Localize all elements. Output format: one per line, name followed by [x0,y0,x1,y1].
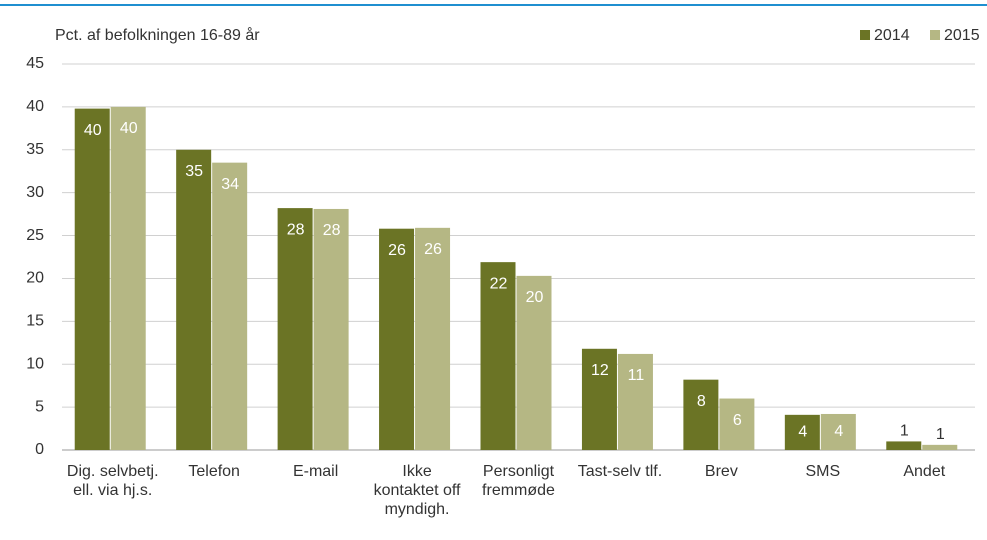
x-tick-label: Dig. selvbetj. ell. via hj.s. [66,463,159,499]
bar [415,227,451,450]
value-label: 26 [424,241,442,258]
x-tick-label: SMS [805,463,841,480]
value-label: 4 [798,424,807,441]
value-label: 1 [936,426,945,443]
bar [74,108,110,451]
legend-swatch [860,30,870,40]
value-label: 26 [388,242,406,259]
bar [581,348,617,450]
bar [176,149,212,450]
y-tick-label: 10 [26,355,44,372]
x-tick-label: Telefon [188,463,240,480]
x-tick-label: Personligt fremmøde [482,463,555,499]
value-label: 28 [323,222,341,239]
value-label: 12 [591,362,609,379]
x-tick-label: Tast-selv tlf. [577,463,663,480]
bar [379,228,415,450]
x-tick-label: Brev [704,463,738,480]
value-label: 35 [185,163,203,180]
legend-label: 2015 [944,27,980,44]
bar [784,414,820,450]
chart-title: Pct. af befolkningen 16-89 år [55,26,260,44]
y-tick-label: 25 [26,227,44,244]
y-tick-label: 5 [35,398,44,415]
value-label: 22 [490,275,508,292]
y-tick-label: 45 [26,55,44,72]
x-tick-label: Andet [903,463,946,480]
bar [277,208,313,450]
bar [617,353,653,450]
value-label: 28 [287,221,305,238]
y-tick-label: 40 [26,98,44,115]
value-label: 1 [900,423,909,440]
bar [820,413,856,450]
bar [719,398,755,450]
bar [886,441,922,450]
value-label: 40 [120,120,138,137]
bar [212,162,248,450]
y-tick-label: 15 [26,313,44,330]
legend-label: 2014 [874,27,910,44]
bar [110,106,146,450]
y-tick-label: 20 [26,270,44,287]
bar [922,444,958,450]
y-tick-label: 30 [26,184,44,201]
value-label: 6 [733,412,742,429]
bar [516,275,552,450]
y-tick-label: 0 [35,441,44,458]
value-label: 34 [221,176,239,193]
x-tick-label: E-mail [292,463,339,480]
value-label: 20 [526,289,544,306]
y-tick-label: 35 [26,141,44,158]
value-label: 4 [834,423,843,440]
bar [313,208,349,450]
bar [683,379,719,450]
value-label: 40 [84,122,102,139]
legend-swatch [930,30,940,40]
bar [480,262,516,450]
value-label: 8 [697,393,706,410]
value-label: 11 [628,367,645,384]
x-tick-label: Ikke kontaktet off myndigh. [373,463,461,518]
